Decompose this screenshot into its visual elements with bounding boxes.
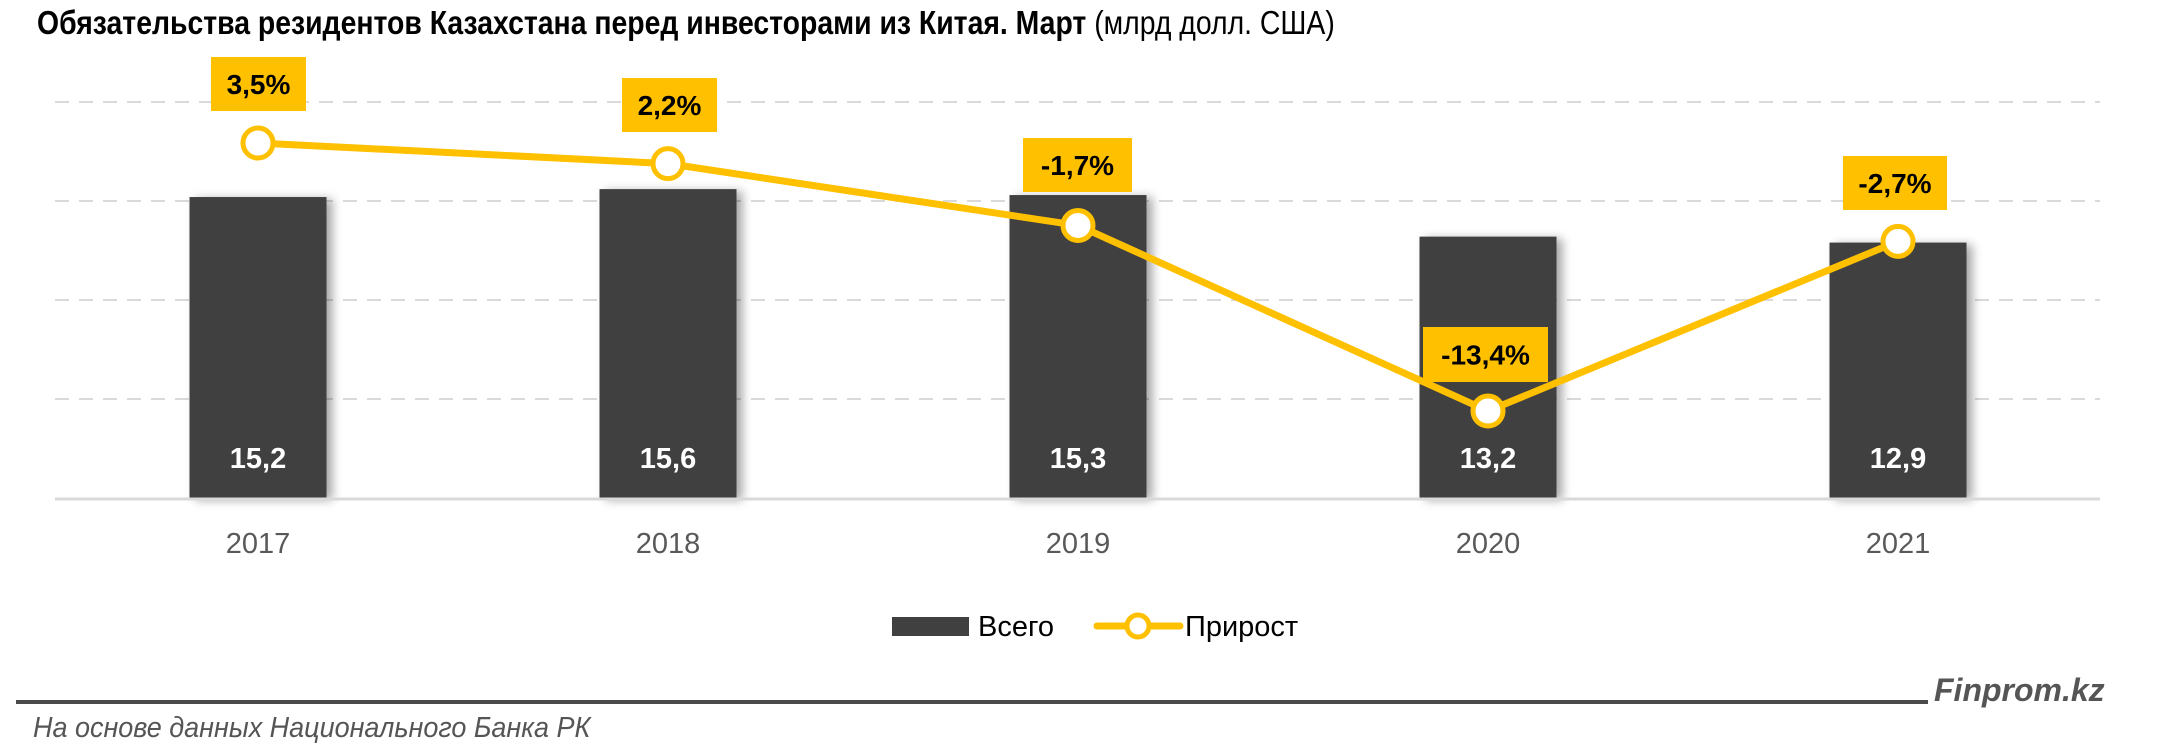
legend-bar-swatch xyxy=(892,617,969,636)
bar-value-label: 12,9 xyxy=(1870,443,1926,475)
growth-label-box xyxy=(1023,138,1132,192)
legend-marker-icon xyxy=(1124,612,1152,640)
chart-title-unit: (млрд долл. США) xyxy=(1086,4,1335,41)
legend: Всего Прирост xyxy=(892,611,1298,643)
bar-value-label: 15,3 xyxy=(1050,443,1106,475)
bar-series xyxy=(189,189,1967,499)
footer-rule xyxy=(16,700,1928,704)
bar-value-label: 15,2 xyxy=(230,443,286,475)
growth-label: -1,7% xyxy=(1041,150,1114,181)
bar-value-label: 13,2 xyxy=(1460,443,1516,475)
x-tick-label: 2017 xyxy=(226,528,291,560)
growth-label-box xyxy=(211,57,306,111)
data-labels: 15,2 15,6 15,3 13,2 12,9 3,5% 2,2% -1,7% -13,4% -… xyxy=(211,57,1947,475)
bar-2017[interactable] xyxy=(189,197,327,499)
legend-label-total: Всего xyxy=(978,611,1054,643)
growth-marker-2018[interactable] xyxy=(650,146,686,182)
bar-2021[interactable] xyxy=(1829,242,1967,498)
x-tick-label: 2018 xyxy=(636,528,701,560)
chart-title: Обязательства резидентов Казахстана пере… xyxy=(37,4,1335,42)
growth-label: 3,5% xyxy=(227,69,291,100)
growth-label: -2,7% xyxy=(1858,168,1931,199)
x-tick-label: 2019 xyxy=(1046,528,1111,560)
legend-label-growth: Прирост xyxy=(1185,611,1298,643)
x-tick-label: 2020 xyxy=(1456,528,1521,560)
chart-title-main: Обязательства резидентов Казахстана пере… xyxy=(37,4,1087,41)
x-axis: 2017 2018 2019 2020 2021 xyxy=(55,497,2100,560)
brand-logo-text: Finprom.kz xyxy=(1934,672,2105,708)
growth-label: 2,2% xyxy=(638,90,702,121)
bar-value-label: 15,6 xyxy=(640,443,696,475)
growth-marker-2021[interactable] xyxy=(1880,223,1916,259)
growth-label: -13,4% xyxy=(1441,340,1530,371)
growth-marker-2017[interactable] xyxy=(240,125,276,161)
growth-marker-2020[interactable] xyxy=(1470,393,1506,429)
growth-label-box xyxy=(1843,156,1947,210)
growth-label-box xyxy=(1423,327,1548,382)
line-series xyxy=(240,125,1916,429)
growth-label-box xyxy=(622,78,717,132)
source-note: На основе данных Национального Банка РК xyxy=(33,712,591,744)
x-tick-label: 2021 xyxy=(1866,528,1931,560)
bar-2018[interactable] xyxy=(599,189,737,498)
growth-marker-2019[interactable] xyxy=(1060,207,1096,243)
